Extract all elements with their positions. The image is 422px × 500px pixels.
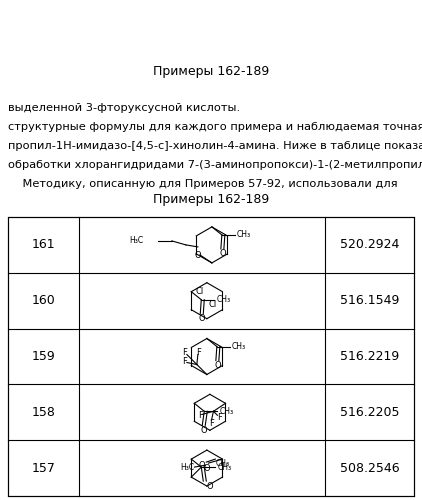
Text: Методику, описанную для Примеров 57-92, использовали для: Методику, описанную для Примеров 57-92, … bbox=[8, 179, 398, 189]
Text: 161: 161 bbox=[32, 238, 55, 252]
Text: F: F bbox=[209, 419, 214, 428]
Text: 158: 158 bbox=[32, 406, 55, 419]
Text: пропил-1H-имидазо-[4,5-c]-хинолин-4-амина. Ниже в таблице показаны: пропил-1H-имидазо-[4,5-c]-хинолин-4-амин… bbox=[8, 141, 422, 151]
Text: Cl: Cl bbox=[196, 287, 204, 296]
Text: O: O bbox=[199, 314, 206, 323]
Text: F: F bbox=[182, 357, 187, 366]
Text: 516.2219: 516.2219 bbox=[340, 350, 399, 363]
Text: CH₃: CH₃ bbox=[219, 407, 233, 416]
Text: F: F bbox=[182, 348, 187, 357]
Text: O: O bbox=[195, 251, 201, 260]
Bar bbox=[8, 217, 414, 496]
Text: CH₃: CH₃ bbox=[216, 295, 230, 304]
Text: Примеры 162-189: Примеры 162-189 bbox=[153, 66, 269, 78]
Text: O: O bbox=[201, 426, 208, 435]
Text: CH₃: CH₃ bbox=[217, 462, 231, 471]
Text: O: O bbox=[219, 250, 226, 258]
Text: O: O bbox=[206, 482, 213, 490]
Text: F: F bbox=[217, 413, 222, 422]
Text: H₃C: H₃C bbox=[180, 462, 195, 471]
Text: CH₃: CH₃ bbox=[232, 342, 246, 351]
Text: 157: 157 bbox=[32, 462, 55, 474]
Text: CH₃: CH₃ bbox=[237, 230, 251, 239]
Text: 508.2546: 508.2546 bbox=[340, 462, 399, 474]
Text: H₃C: H₃C bbox=[130, 236, 144, 246]
Text: 516.2205: 516.2205 bbox=[340, 406, 399, 419]
Text: F: F bbox=[196, 348, 201, 357]
Text: O: O bbox=[203, 464, 210, 473]
Text: выделенной 3-фторуксусной кислоты.: выделенной 3-фторуксусной кислоты. bbox=[8, 103, 240, 113]
Text: O: O bbox=[199, 460, 206, 469]
Text: O: O bbox=[214, 361, 221, 370]
Text: CH₃: CH₃ bbox=[215, 459, 230, 468]
Text: F: F bbox=[198, 411, 203, 420]
Text: Примеры 162-189: Примеры 162-189 bbox=[153, 192, 269, 205]
Text: 159: 159 bbox=[32, 350, 55, 363]
Text: 516.1549: 516.1549 bbox=[340, 294, 399, 307]
Text: обработки хлорангидридами 7-(3-аминопропокси)-1-(2-метилпропил)-2-: обработки хлорангидридами 7-(3-аминопроп… bbox=[8, 160, 422, 170]
Text: 520.2924: 520.2924 bbox=[340, 238, 399, 252]
Text: структурные формулы для каждого примера и наблюдаемая точная масса: структурные формулы для каждого примера … bbox=[8, 122, 422, 132]
Text: 160: 160 bbox=[32, 294, 55, 307]
Text: Cl: Cl bbox=[208, 300, 216, 309]
